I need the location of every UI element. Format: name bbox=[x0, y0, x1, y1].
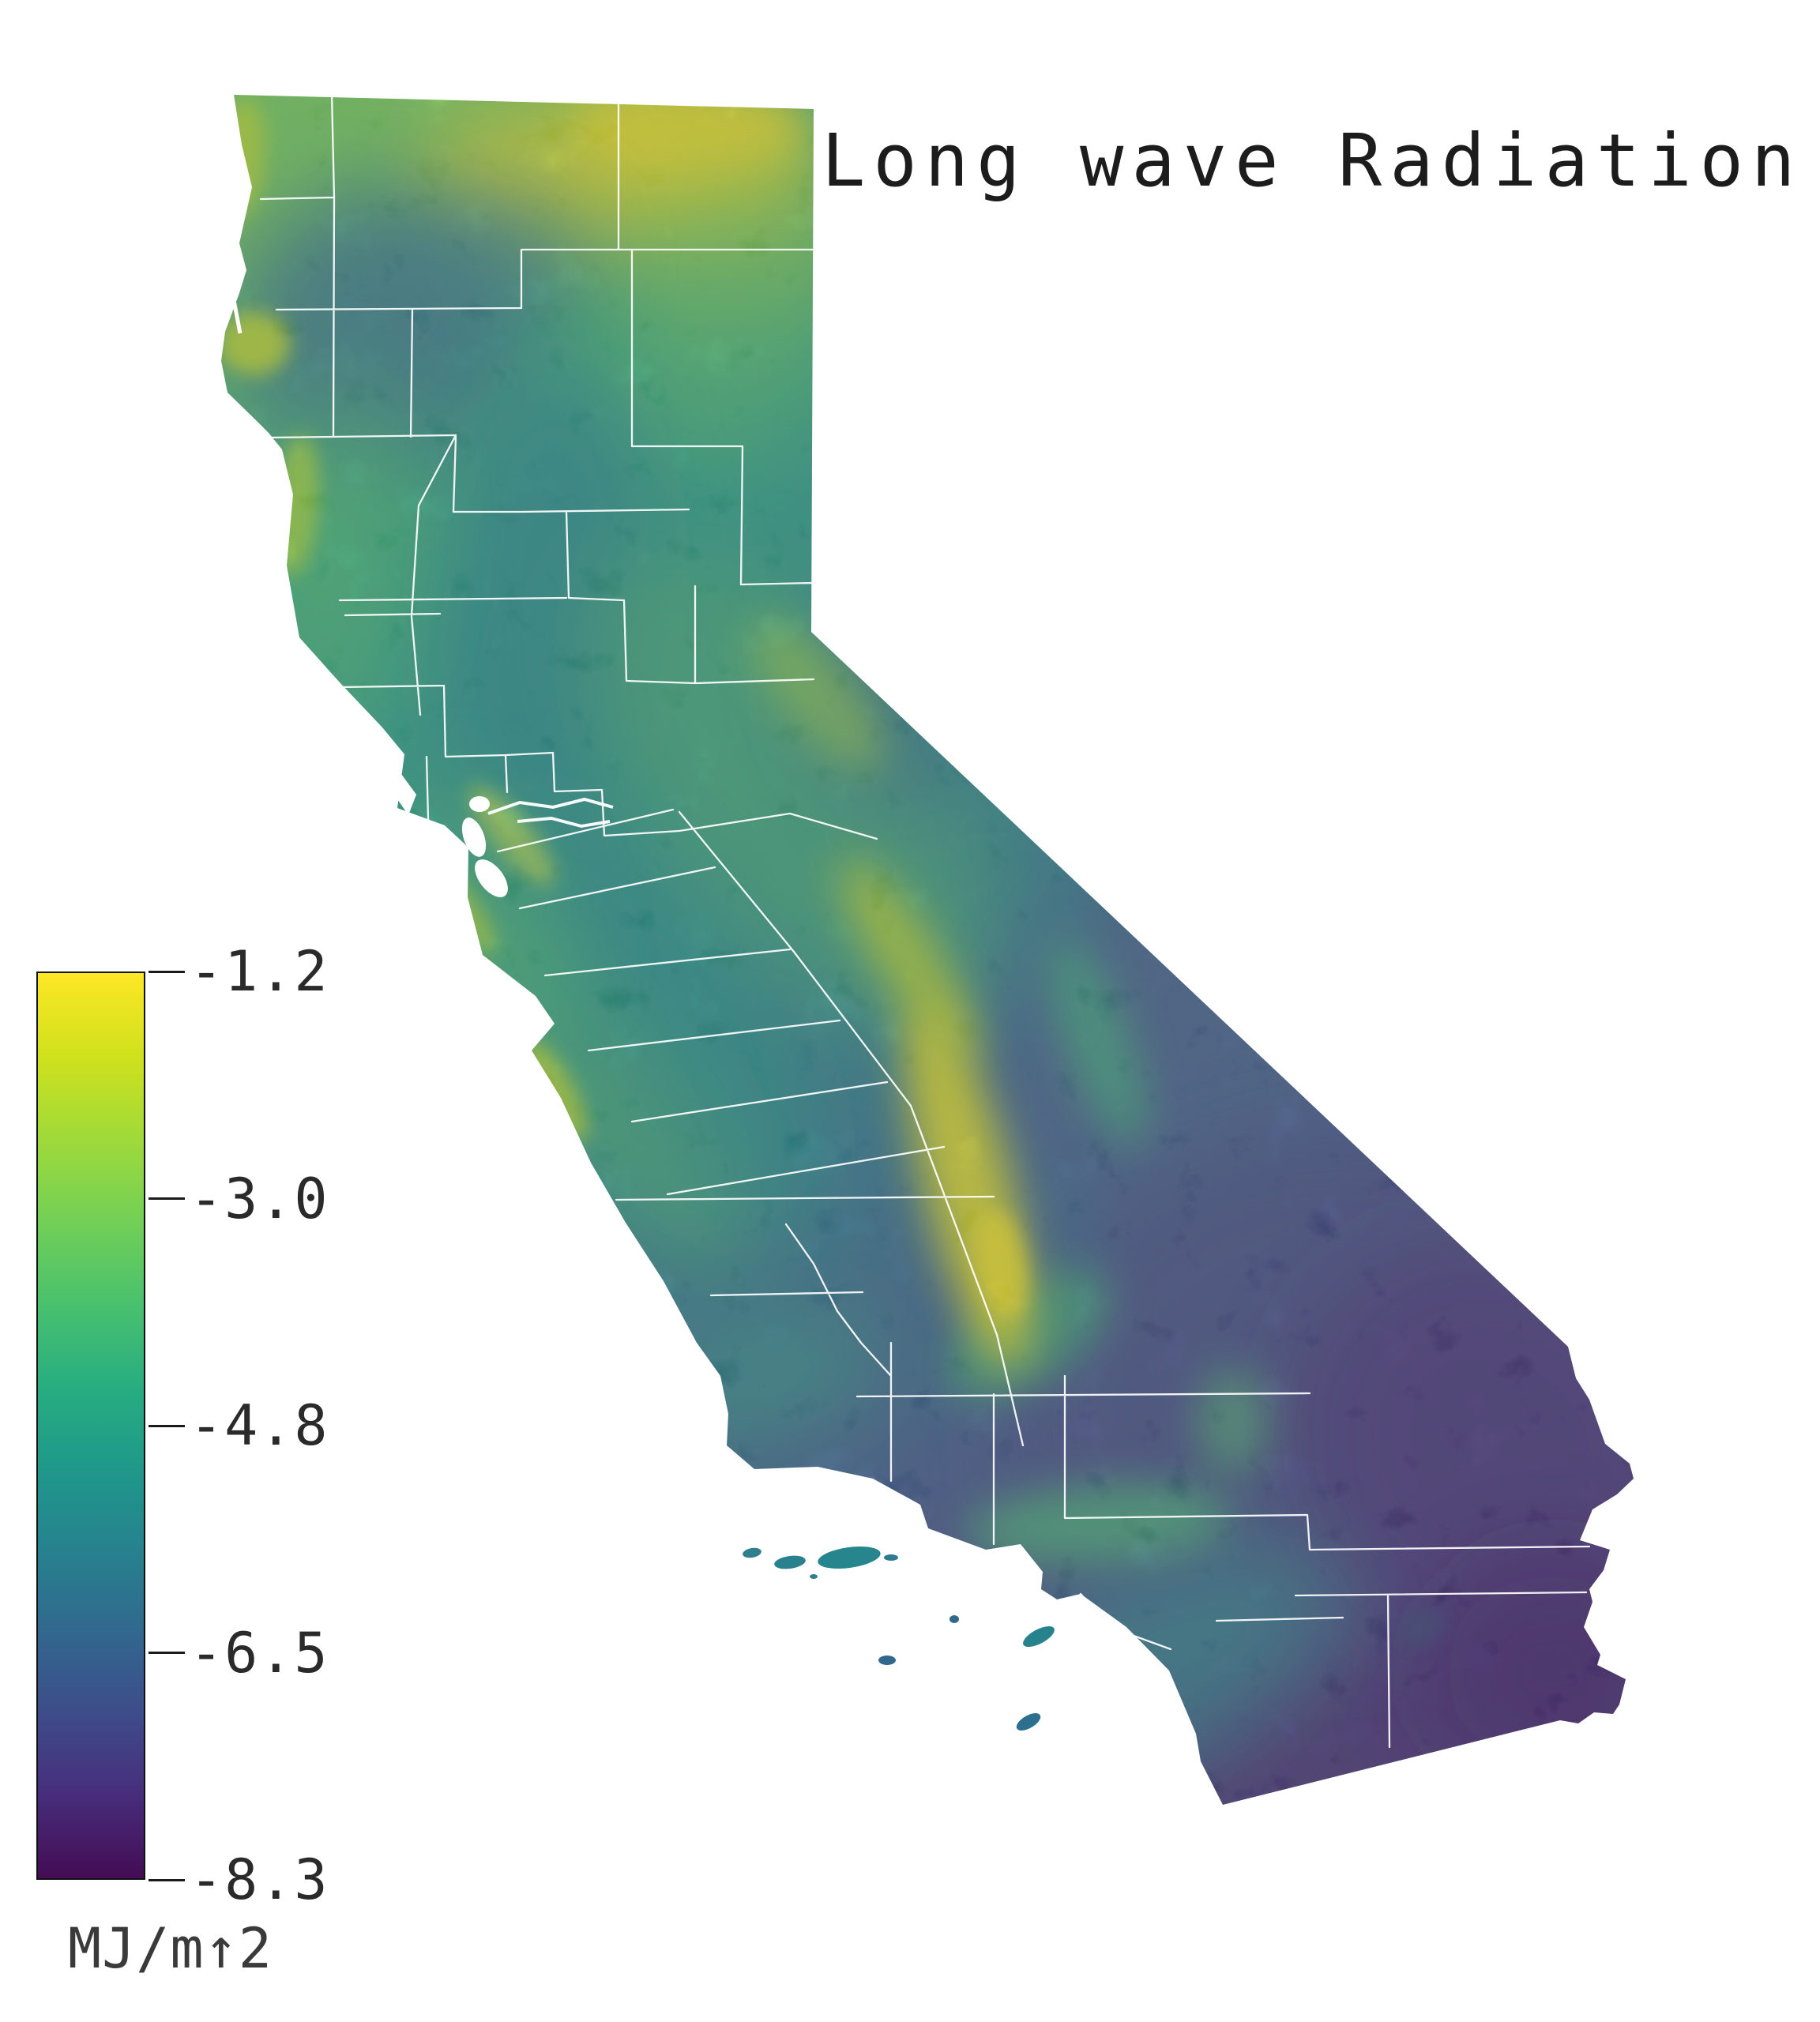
radiation-raster bbox=[221, 95, 1634, 1805]
colorbar-tick-mark bbox=[149, 1652, 185, 1654]
colorbar-tick-label: -8.3 bbox=[190, 1847, 329, 1912]
colorbar-tick-mark bbox=[149, 970, 185, 973]
colorbar bbox=[36, 972, 145, 1880]
county-boundaries bbox=[259, 95, 1591, 1749]
colorbar-tick-label: -6.5 bbox=[190, 1620, 329, 1686]
colorbar-tick-mark bbox=[149, 1424, 185, 1427]
sf-bay-water bbox=[390, 762, 508, 897]
colorbar-tick-mark bbox=[149, 1197, 185, 1200]
humboldt-bay bbox=[231, 299, 243, 334]
colorbar-tick-label: -3.0 bbox=[190, 1166, 329, 1231]
colorbar-tick-mark bbox=[149, 1878, 185, 1881]
plot-title: Long wave Radiation bbox=[822, 118, 1803, 203]
colorbar-units-label: MJ/m↑2 bbox=[68, 1916, 273, 1981]
colorbar-tick-label: -1.2 bbox=[190, 939, 329, 1004]
channel-islands bbox=[743, 1546, 1055, 1731]
delta-channels bbox=[487, 797, 614, 829]
colorbar-tick-label: -4.8 bbox=[190, 1393, 329, 1458]
